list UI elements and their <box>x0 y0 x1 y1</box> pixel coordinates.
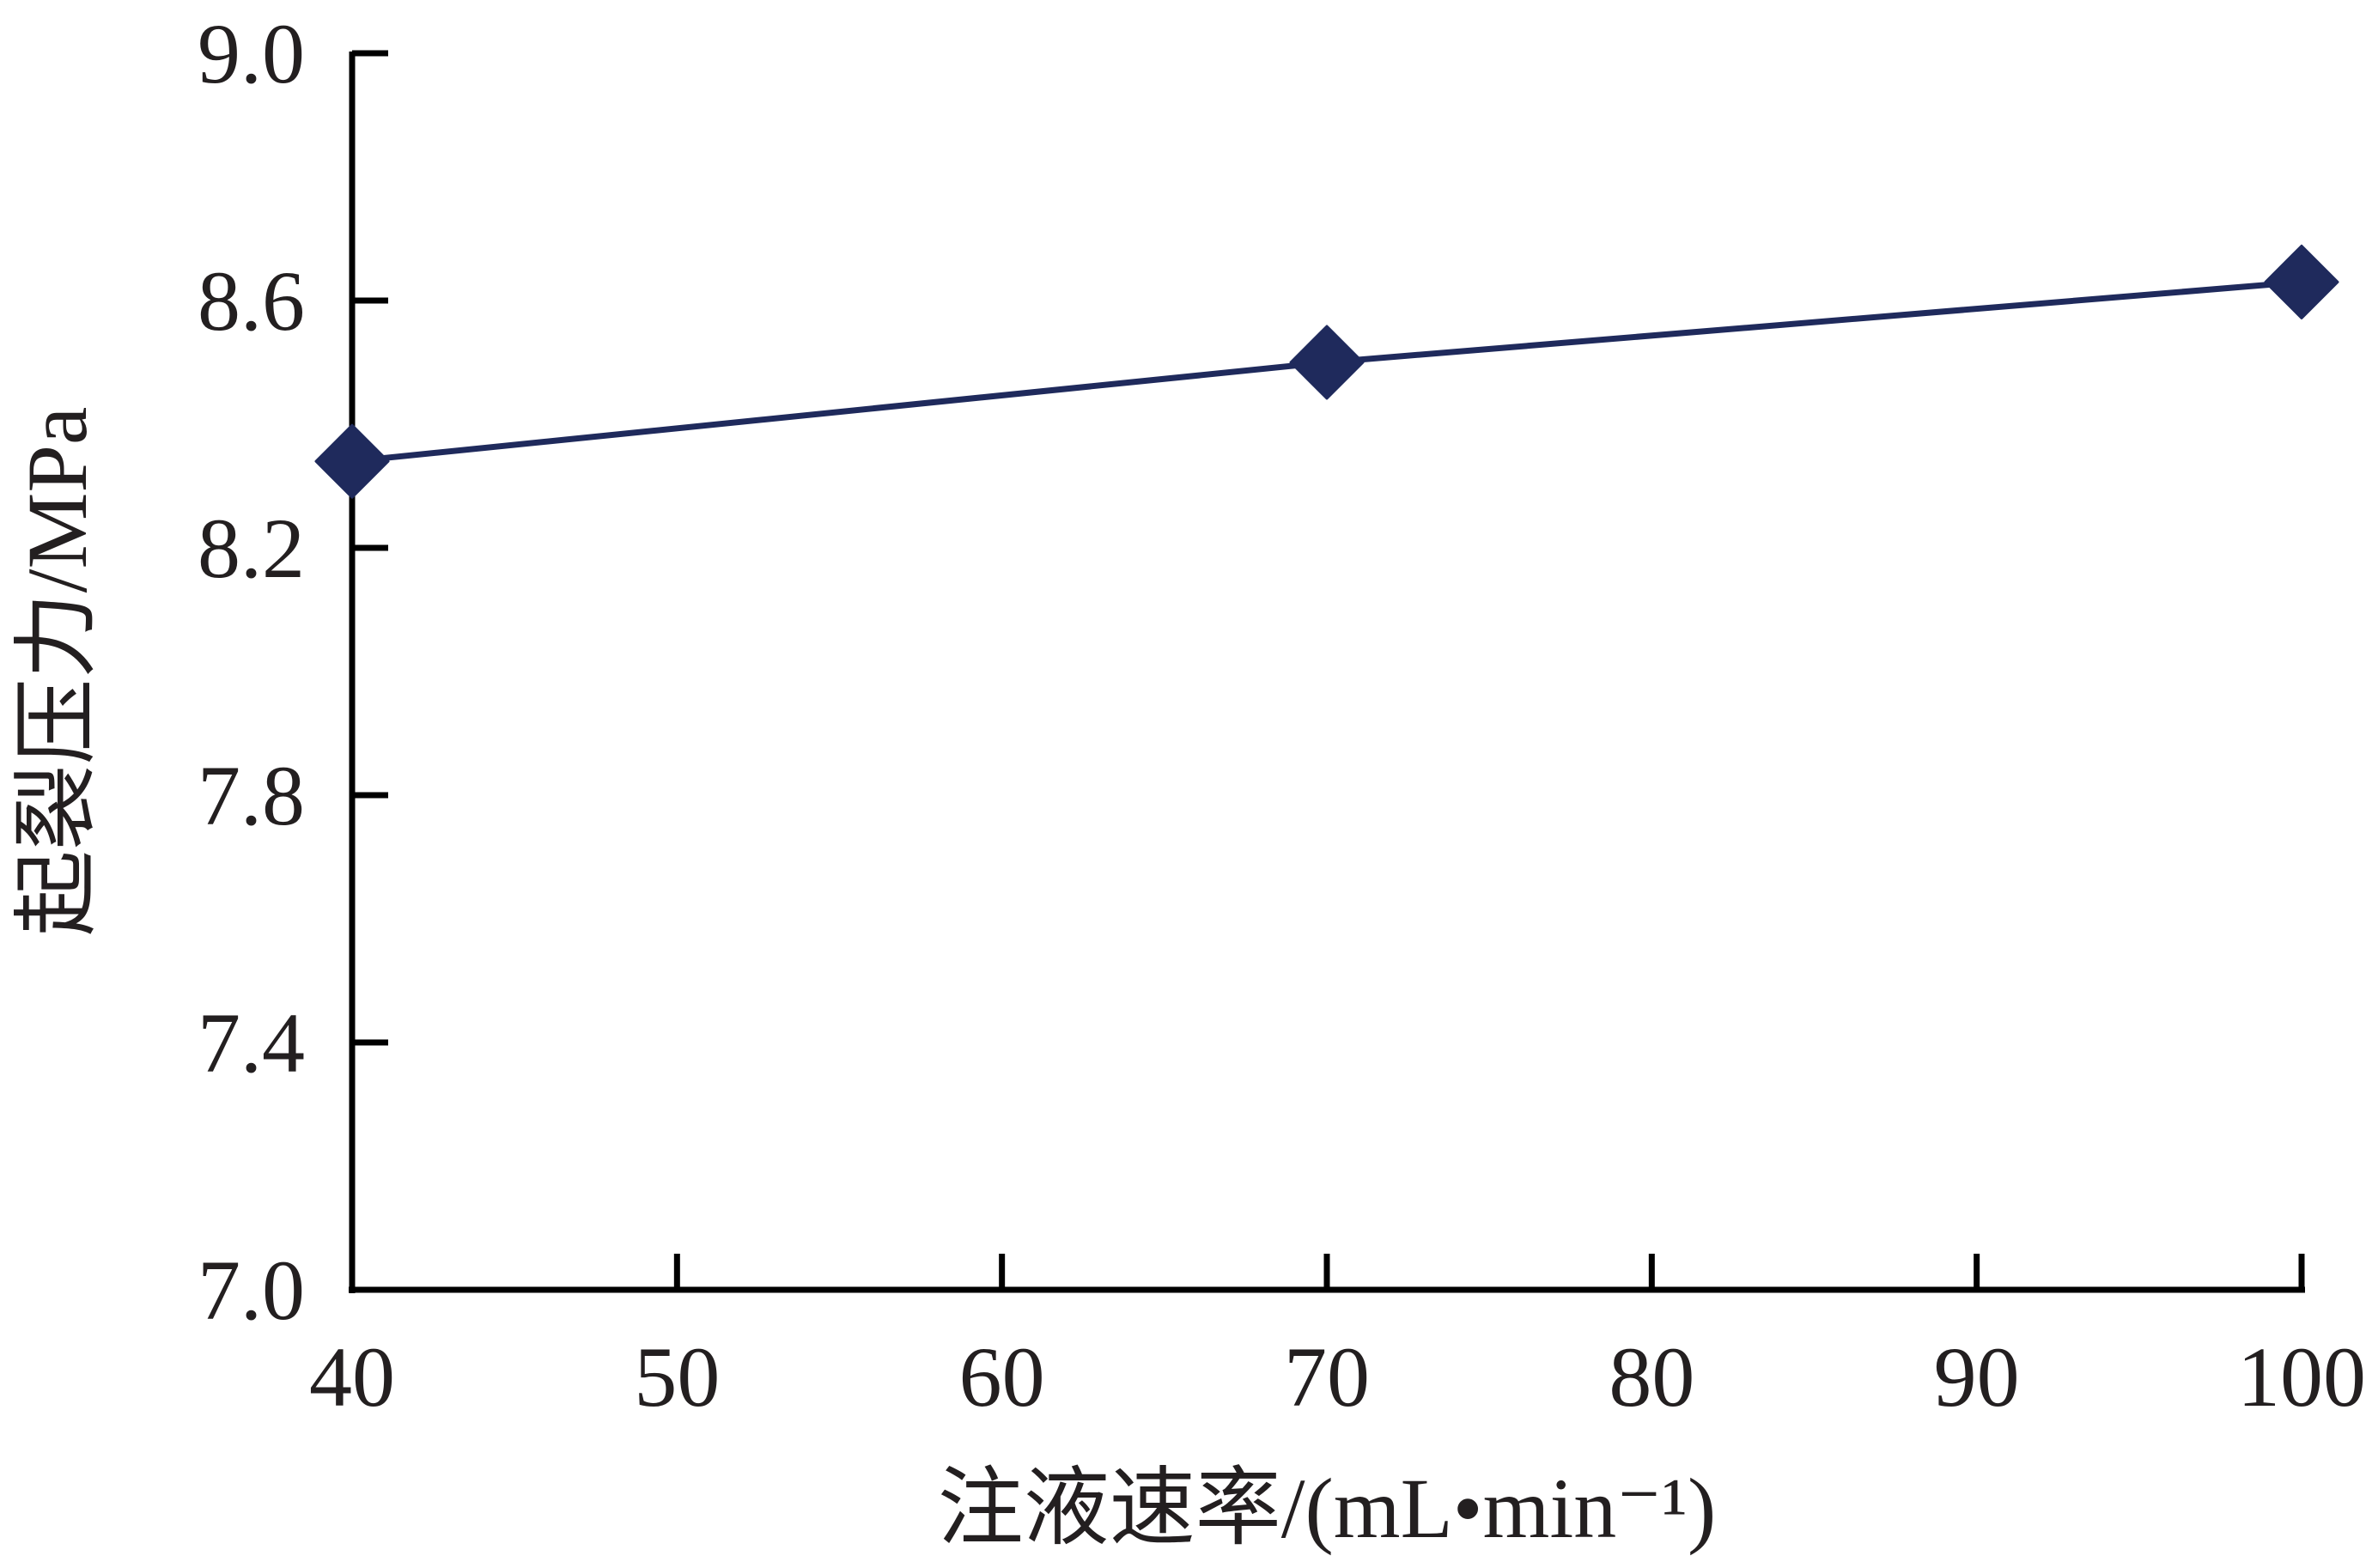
x-tick-label: 40 <box>309 1329 395 1425</box>
x-axis-title: 注液速率/(mL•min⁻¹) <box>938 1461 1717 1556</box>
data-point-marker <box>1289 325 1365 400</box>
y-tick-label: 7.8 <box>198 748 305 843</box>
y-tick-label: 8.6 <box>198 253 305 349</box>
plot-area: 7.0 7.4 7.8 8.2 8.6 9.0 40 50 60 70 80 90 100 <box>198 6 2366 1425</box>
y-tick-label: 9.0 <box>198 6 305 101</box>
y-axis-title: 起裂压力/MPa <box>9 407 105 937</box>
y-tick-label: 7.0 <box>198 1243 305 1338</box>
data-point-marker <box>314 423 390 499</box>
x-tick-label: 60 <box>959 1329 1045 1425</box>
x-tick-label: 100 <box>2237 1329 2366 1425</box>
x-tick-label: 80 <box>1609 1329 1694 1425</box>
x-axis-ticks: 40 50 60 70 80 90 100 <box>309 1254 2366 1425</box>
x-tick-label: 90 <box>1934 1329 2020 1425</box>
y-tick-label: 8.2 <box>198 501 305 596</box>
series-layer <box>314 244 2339 499</box>
y-tick-label: 7.4 <box>198 995 305 1091</box>
data-point-marker <box>2264 244 2339 319</box>
x-tick-label: 50 <box>634 1329 720 1425</box>
x-tick-label: 70 <box>1284 1329 1370 1425</box>
y-axis-ticks: 7.0 7.4 7.8 8.2 8.6 9.0 <box>198 6 388 1338</box>
